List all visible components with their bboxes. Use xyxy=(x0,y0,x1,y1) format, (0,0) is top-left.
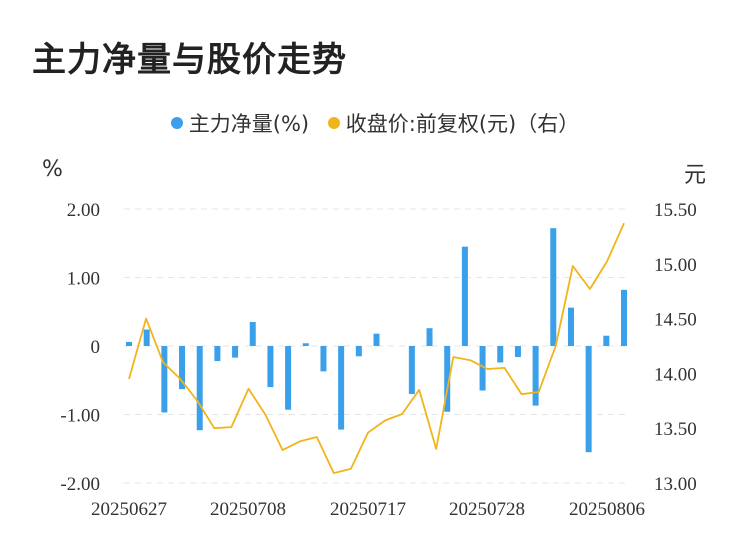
right-tick-label: 13.50 xyxy=(654,419,697,440)
bar xyxy=(285,346,292,410)
bar xyxy=(603,335,610,346)
bar xyxy=(126,341,132,346)
bar xyxy=(355,346,362,357)
right-tick-label: 15.50 xyxy=(654,200,697,221)
left-tick-label: 1.00 xyxy=(67,269,100,290)
bar xyxy=(408,346,415,394)
bar xyxy=(179,346,186,390)
legend-item-close-price[interactable]: 收盘价:前复权(元)（右） xyxy=(327,108,580,138)
bar xyxy=(444,346,451,412)
chart-title: 主力净量与股价走势 xyxy=(32,40,347,80)
bar xyxy=(267,346,274,388)
bar xyxy=(232,346,239,358)
legend-dot-yellow xyxy=(327,117,340,129)
bar xyxy=(532,346,539,406)
legend-item-net-volume[interactable]: 主力净量(%) xyxy=(170,108,310,138)
bar xyxy=(196,346,203,431)
left-tick-label: 2.00 xyxy=(67,200,100,221)
legend-label-net-volume: 主力净量(%) xyxy=(188,112,310,136)
bar xyxy=(249,322,256,346)
price-line xyxy=(128,222,625,475)
legend: 主力净量(%) 收盘价:前复权(元)（右） xyxy=(0,108,750,138)
bar xyxy=(497,346,504,363)
bar xyxy=(302,343,309,346)
bar xyxy=(161,346,168,413)
bar xyxy=(567,307,574,346)
left-tick-label: 0 xyxy=(91,337,101,358)
bar xyxy=(143,329,150,346)
bar xyxy=(426,328,433,346)
x-tick-label: 20250627 xyxy=(91,499,167,520)
x-tick-label: 20250717 xyxy=(330,499,406,520)
right-tick-label: 13.00 xyxy=(654,474,697,495)
right-axis-unit: 元 xyxy=(684,163,707,188)
x-tick-label: 20250728 xyxy=(449,499,525,520)
bar xyxy=(585,346,592,453)
bar xyxy=(550,228,557,346)
bar xyxy=(479,346,486,391)
left-tick-label: -1.00 xyxy=(60,406,100,427)
bar xyxy=(514,346,521,357)
legend-dot-blue xyxy=(170,117,183,129)
right-tick-label: 14.00 xyxy=(654,364,697,385)
left-tick-label: -2.00 xyxy=(60,474,100,495)
bar xyxy=(373,333,380,346)
right-tick-label: 15.00 xyxy=(654,255,697,276)
bar xyxy=(320,346,327,372)
bar xyxy=(214,346,221,362)
bar xyxy=(621,289,627,346)
bar xyxy=(338,346,345,430)
x-tick-label: 20250806 xyxy=(569,499,645,520)
right-tick-label: 14.50 xyxy=(654,310,697,331)
legend-label-close-price: 收盘价:前复权(元)（右） xyxy=(345,112,580,136)
bar xyxy=(461,246,468,346)
x-tick-label: 20250708 xyxy=(210,499,286,520)
left-axis-unit: % xyxy=(42,157,63,182)
